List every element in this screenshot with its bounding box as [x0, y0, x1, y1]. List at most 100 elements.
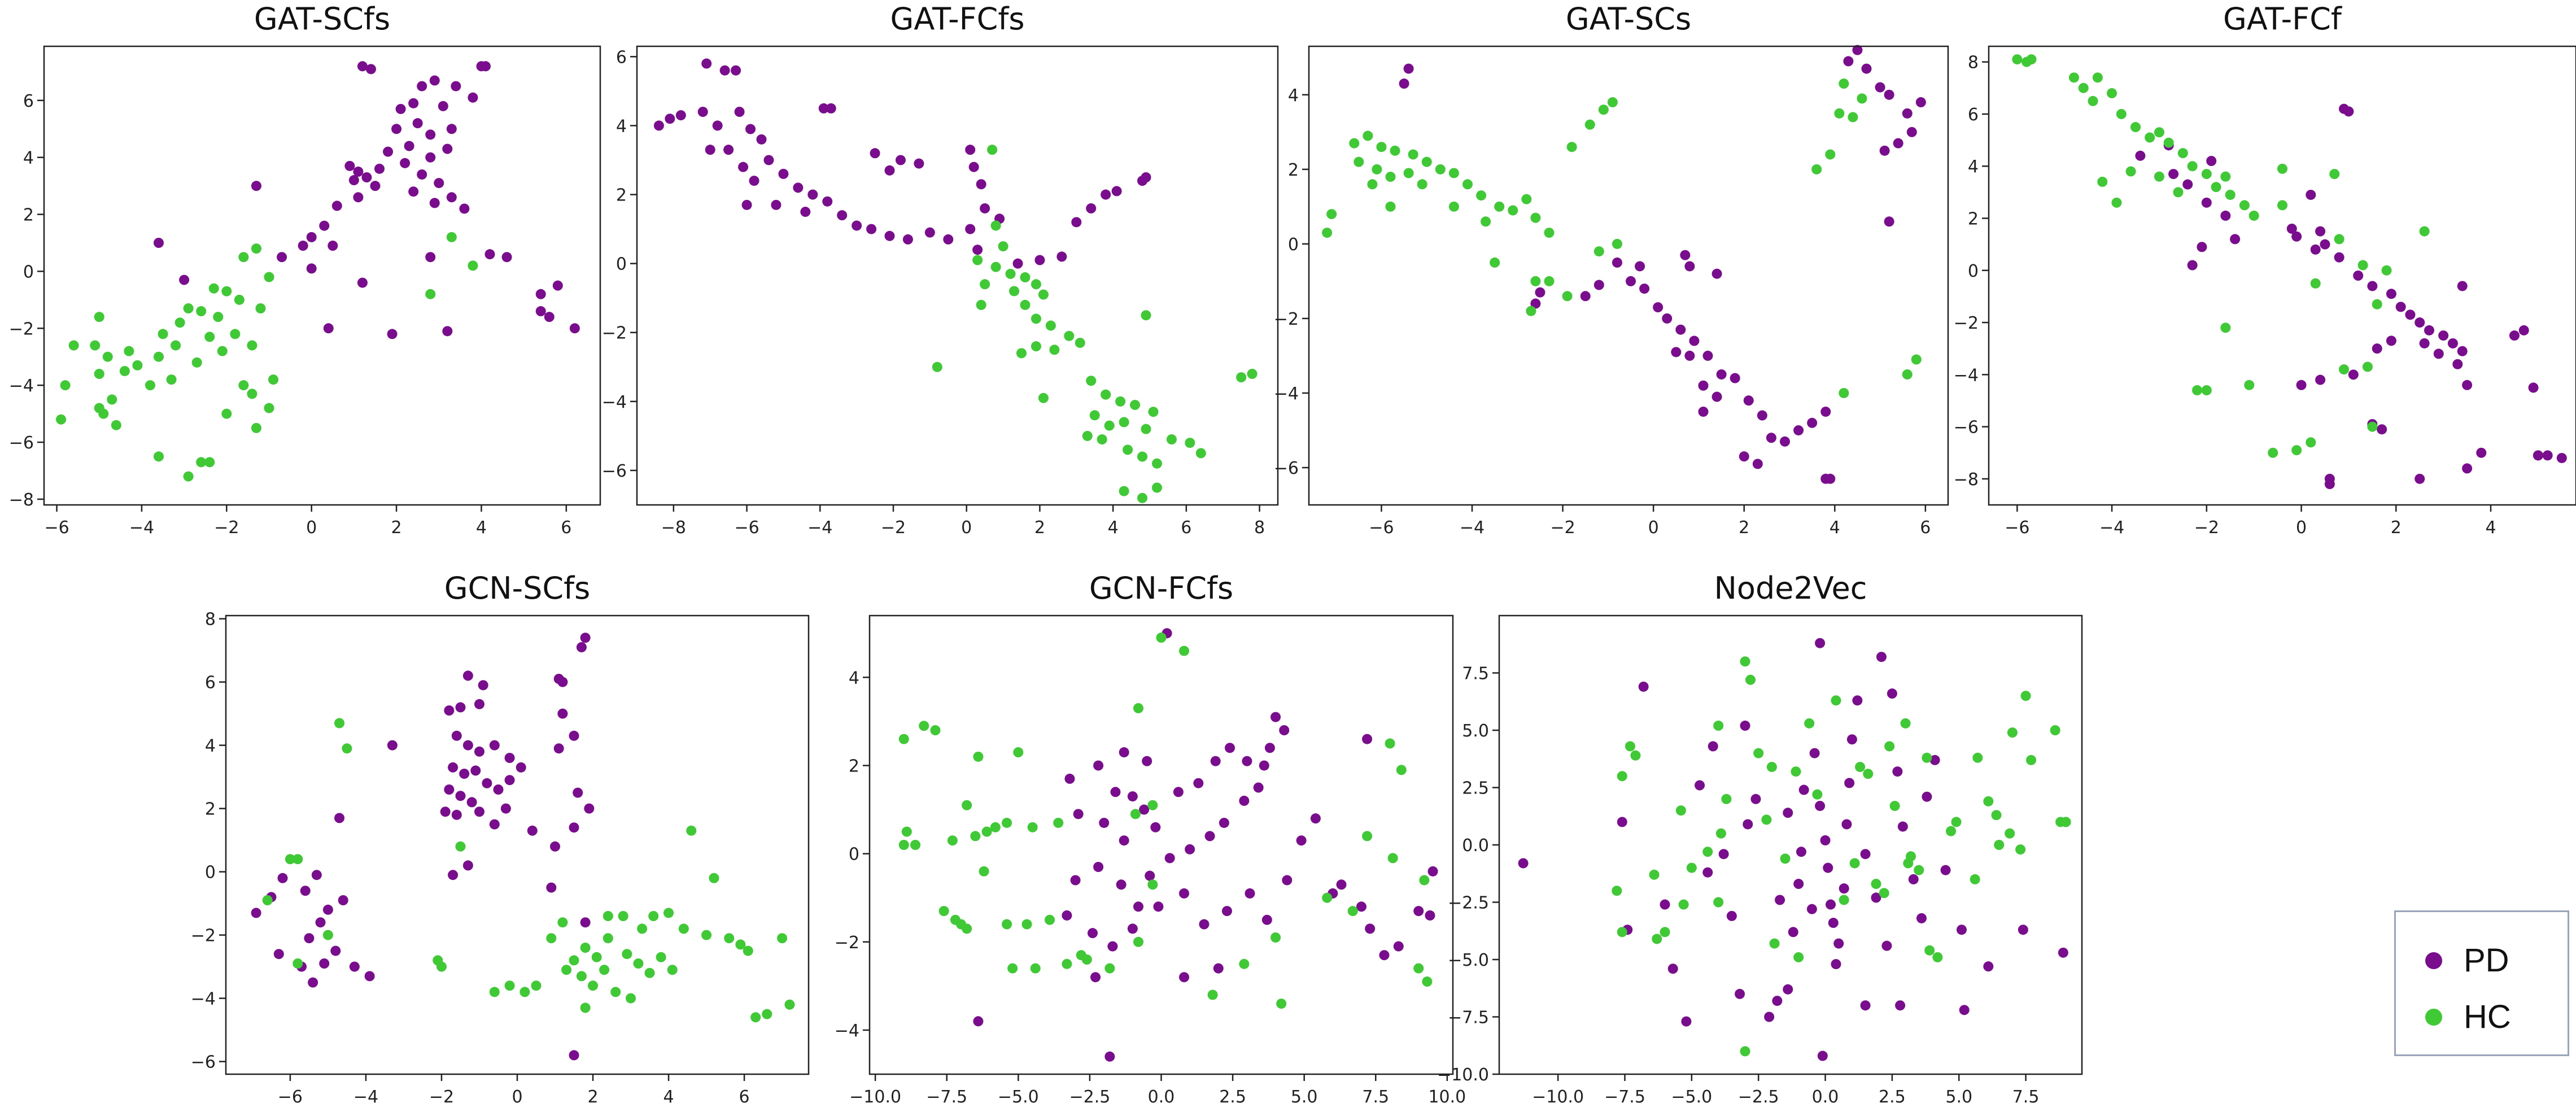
point-hc: [1141, 310, 1151, 321]
point-pd: [1740, 720, 1750, 731]
point-pd: [1153, 901, 1164, 912]
point-hc: [208, 283, 219, 294]
point-pd: [1929, 755, 1940, 765]
point-pd: [474, 806, 484, 817]
point-pd: [306, 232, 317, 242]
point-hc: [56, 414, 67, 425]
point-pd: [705, 145, 715, 155]
point-hc: [1141, 424, 1151, 434]
legend: PD HC: [2394, 910, 2569, 1056]
point-pd: [353, 166, 364, 177]
x-tick-label: 2: [391, 518, 402, 538]
point-hc: [425, 289, 436, 299]
point-pd: [1817, 1050, 1828, 1061]
point-hc: [2130, 122, 2141, 133]
point-pd: [2286, 223, 2297, 234]
point-hc: [1151, 482, 1162, 493]
y-tick-label: −6: [1954, 418, 1979, 438]
point-pd: [440, 806, 451, 817]
point-hc: [1825, 149, 1836, 160]
point-hc: [1753, 748, 1764, 758]
x-tick-label: −2: [2194, 518, 2219, 538]
point-pd: [2187, 260, 2198, 271]
point-hc: [1911, 354, 1922, 365]
point-hc: [701, 930, 712, 940]
x-tick-label: −8: [661, 518, 686, 538]
point-hc: [1780, 853, 1791, 864]
point-pd: [387, 329, 398, 339]
point-pd: [1062, 910, 1072, 921]
point-hc: [2078, 82, 2089, 93]
x-tick-label: −6: [278, 1087, 303, 1103]
point-hc: [956, 919, 967, 930]
point-pd: [1689, 335, 1700, 346]
point-pd: [1173, 787, 1184, 797]
point-pd: [1684, 261, 1695, 272]
point-pd: [1219, 817, 1229, 828]
point-pd: [1145, 870, 1155, 881]
point-hc: [1236, 372, 1247, 383]
point-hc: [2220, 322, 2231, 333]
point-hc: [1038, 393, 1049, 403]
point-hc: [618, 911, 628, 921]
point-pd: [315, 917, 326, 928]
x-tick-label: 5.0: [1945, 1087, 1972, 1103]
point-pd: [1626, 276, 1636, 286]
point-hc: [987, 145, 998, 155]
point-hc: [1584, 119, 1595, 130]
point-hc: [1147, 800, 1158, 810]
point-hc: [898, 734, 909, 744]
point-hc: [2268, 447, 2278, 458]
point-pd: [357, 277, 368, 288]
point-hc: [591, 952, 602, 962]
plot-frame: [868, 614, 1454, 1075]
point-hc: [2220, 171, 2231, 182]
point-hc: [1562, 291, 1573, 302]
point-hc: [1376, 142, 1387, 152]
point-hc: [1970, 874, 1980, 884]
point-pd: [1884, 89, 1894, 100]
point-hc: [656, 952, 666, 962]
y-tick-label: 4: [616, 116, 627, 136]
point-pd: [580, 633, 591, 643]
y-tick-label: 6: [1968, 105, 1979, 125]
point-hc: [1097, 434, 1107, 444]
point-hc: [2015, 844, 2026, 855]
point-pd: [2348, 369, 2359, 380]
point-hc: [98, 408, 109, 419]
point-pd: [1213, 963, 1224, 974]
point-pd: [484, 249, 495, 260]
point-pd: [2291, 231, 2302, 242]
y-tick-label: −6: [602, 461, 627, 481]
point-pd: [1711, 391, 1722, 402]
point-pd: [719, 65, 730, 76]
x-tick-label: 0: [2296, 518, 2307, 538]
y-tick-label: 2.5: [1462, 779, 1489, 799]
point-hc: [1435, 164, 1446, 175]
point-pd: [557, 708, 568, 719]
point-hc: [1855, 761, 1866, 772]
y-tick-label: 4: [23, 149, 34, 168]
point-hc: [1530, 212, 1541, 223]
point-hc: [1871, 879, 1881, 890]
point-pd: [1071, 217, 1082, 228]
point-pd: [1221, 906, 1232, 917]
point-pd: [1671, 347, 1682, 358]
point-pd: [328, 241, 338, 251]
point-hc: [962, 800, 972, 810]
point-pd: [1012, 258, 1023, 269]
point-pd: [1788, 927, 1798, 938]
point-hc: [644, 967, 655, 978]
point-hc: [1793, 952, 1804, 962]
point-pd: [1086, 203, 1097, 213]
point-hc: [531, 980, 542, 991]
point-hc: [1494, 201, 1505, 212]
point-hc: [1761, 814, 1772, 825]
point-pd: [734, 107, 745, 117]
x-tick-label: 0: [1648, 518, 1659, 538]
point-hc: [1396, 765, 1407, 775]
y-tick-label: −6: [191, 1053, 216, 1073]
point-hc: [2173, 187, 2184, 198]
point-hc: [990, 220, 1001, 231]
point-pd: [924, 227, 935, 238]
